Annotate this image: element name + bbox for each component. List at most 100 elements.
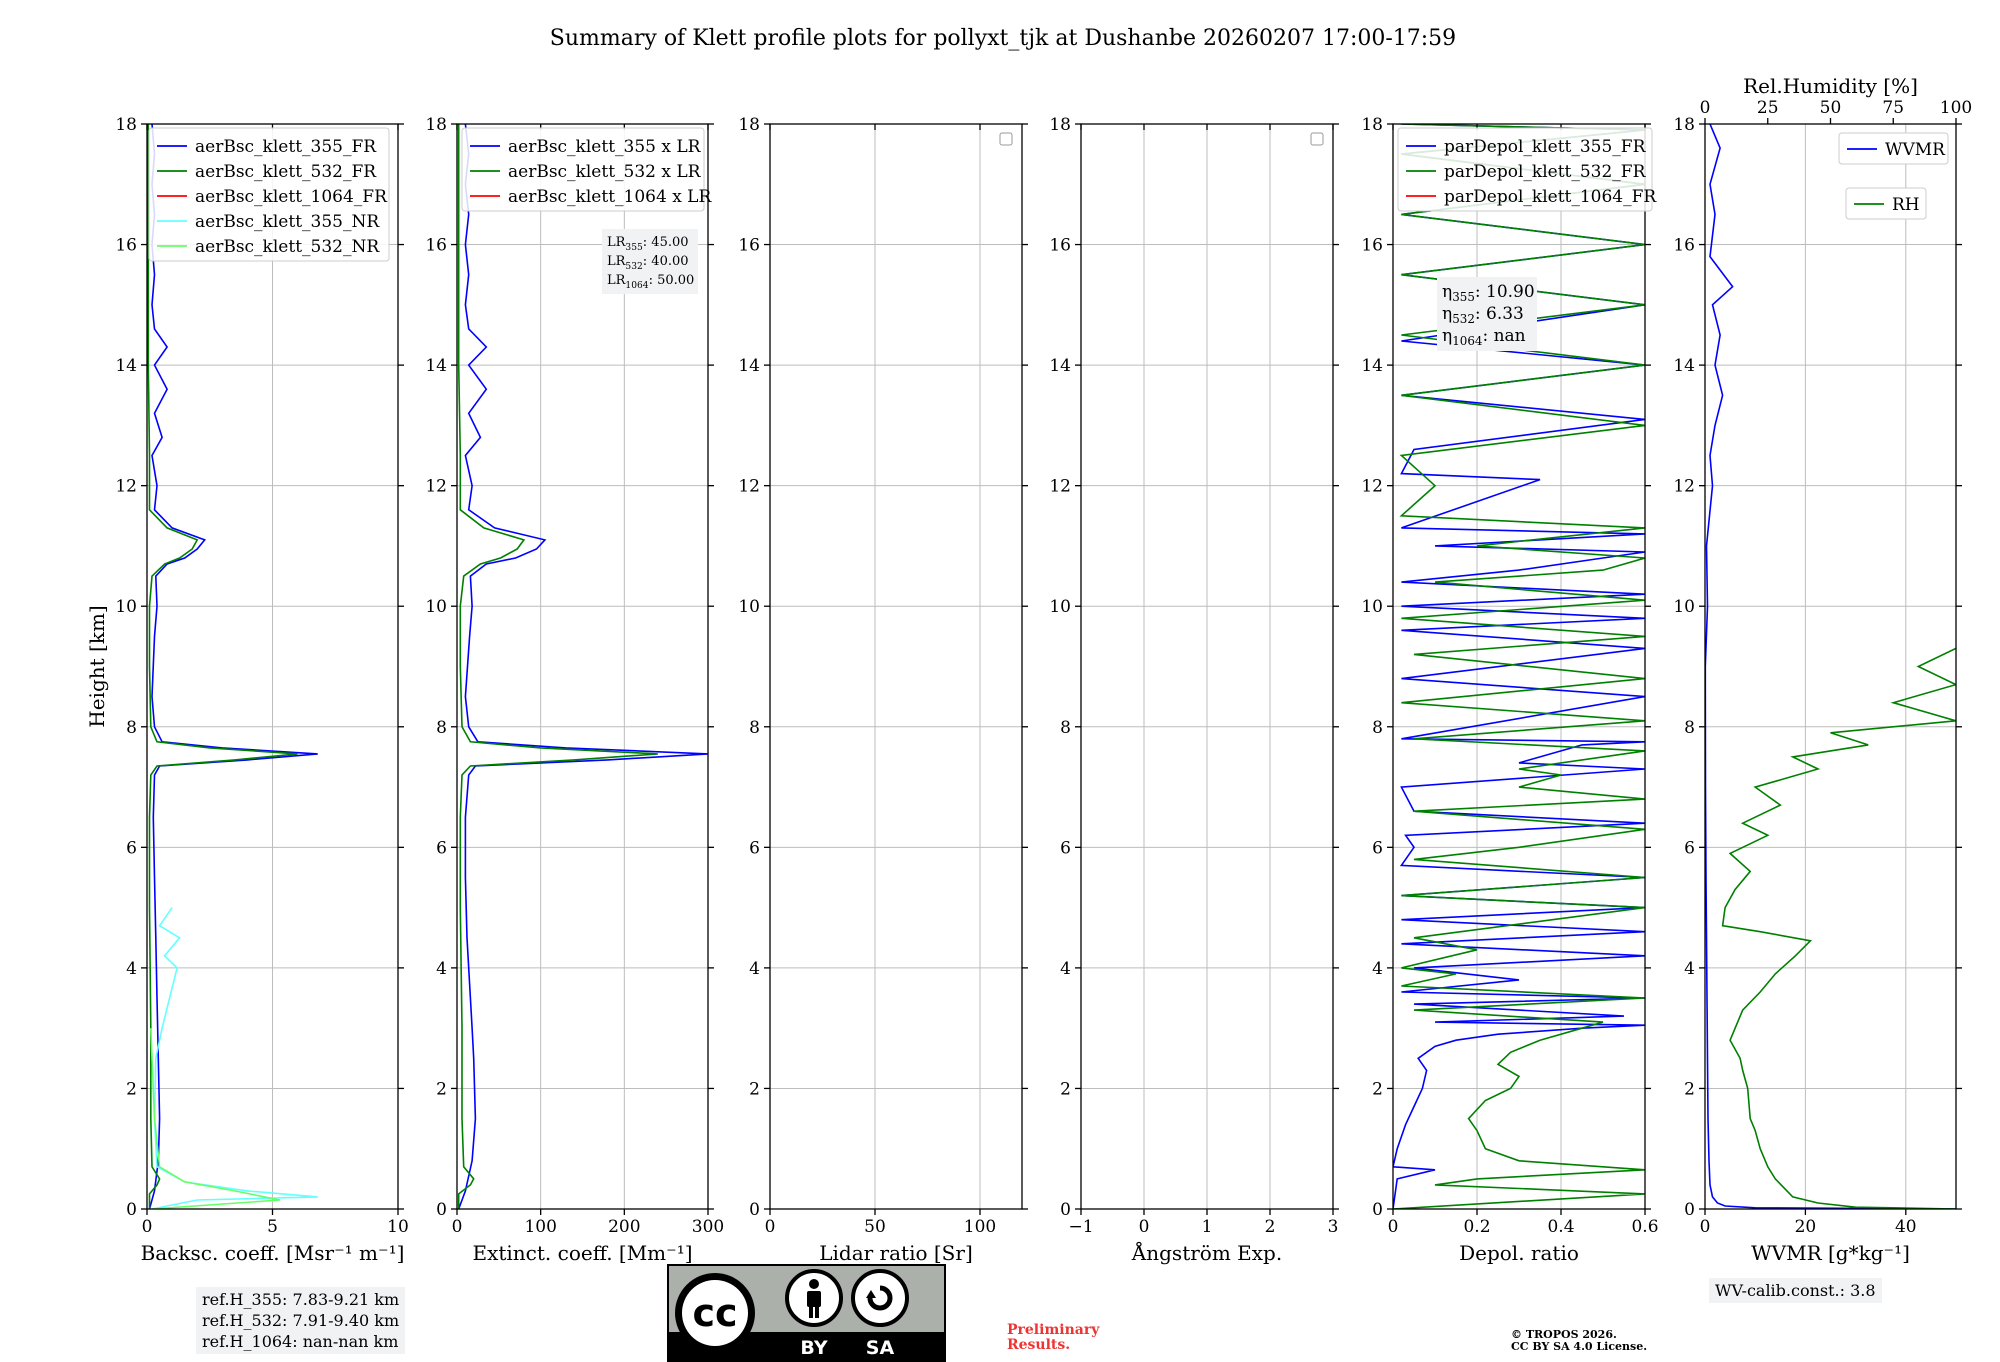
- annotation-subscript: 1064: [1452, 334, 1482, 348]
- y-tick-label: 18: [1673, 115, 1695, 135]
- y-tick-label: 12: [115, 477, 137, 497]
- top-x-axis-label: Rel.Humidity [%]: [1743, 74, 1918, 98]
- legend-label: aerBsc_klett_532_FR: [195, 162, 377, 182]
- series-line-parDepol_klett_355_FR: [1393, 124, 1645, 1209]
- wv-calib-box: WV-calib.const.: 3.8: [1709, 1278, 1882, 1303]
- y-tick-label: 4: [1060, 959, 1071, 979]
- legend-label: aerBsc_klett_355_NR: [195, 212, 380, 232]
- y-tick-label: 6: [1060, 838, 1071, 858]
- y-axis-label: Height [km]: [85, 605, 109, 727]
- y-tick-label: 0: [126, 1200, 137, 1220]
- copyright-note: © TROPOS 2026. CC BY SA 4.0 License.: [1511, 1329, 1647, 1353]
- legend-box: [1845, 187, 1927, 220]
- y-tick-label: 14: [738, 356, 760, 376]
- figure-title: Summary of Klett profile plots for polly…: [550, 26, 1456, 51]
- y-tick-label: 0: [436, 1200, 447, 1220]
- annotation-subscript: 1064: [625, 281, 648, 291]
- annotation-line: LR355: 45.00: [607, 235, 689, 253]
- y-tick-label: 14: [425, 356, 447, 376]
- annotation-box: [602, 229, 698, 294]
- y-tick-label: 8: [1684, 718, 1695, 738]
- y-tick-label: 10: [1673, 597, 1695, 617]
- y-tick-label: 16: [425, 236, 447, 256]
- y-tick-label: 2: [126, 1079, 137, 1099]
- x-axis-label: Lidar ratio [Sr]: [819, 1241, 973, 1265]
- y-tick-label: 18: [1361, 115, 1383, 135]
- legend-label: aerBsc_klett_355 x LR: [508, 137, 702, 157]
- y-tick-label: 2: [1372, 1079, 1383, 1099]
- series-line-aerBsc_klett_355_FR: [148, 124, 318, 1209]
- legend-label: aerBsc_klett_532 x LR: [508, 162, 702, 182]
- series-line-aerBsc_klett_532 x LR: [457, 124, 658, 1209]
- attribution-person-icon: [785, 1269, 843, 1327]
- ref-height-line: ref.H_355: 7.83-9.21 km: [202, 1290, 400, 1309]
- x-tick-label: 300: [692, 1217, 724, 1237]
- chart-panel-depol: 0 0.2 0.4 0.6 0 2 4 6 8 10 12 14 16 18 Depol. ratio par…: [1361, 115, 1658, 1265]
- series-line-RH: [1721, 647, 1956, 1209]
- annotation-symbol: η: [1442, 282, 1452, 302]
- copyright-line: © TROPOS 2026.: [1511, 1328, 1617, 1341]
- y-tick-label: 4: [1684, 959, 1695, 979]
- series-line-aerBsc_klett_355_NR: [151, 907, 318, 1209]
- annotation-symbol: LR: [607, 273, 627, 288]
- top-x-tick-label: 50: [1820, 98, 1842, 118]
- wv-calib-text: WV-calib.const.: 3.8: [1715, 1281, 1876, 1300]
- y-tick-label: 16: [1673, 236, 1695, 256]
- empty-legend-marker: [1310, 132, 1324, 146]
- x-tick-label: 0: [1700, 1217, 1711, 1237]
- legend-label: aerBsc_klett_1064_FR: [195, 187, 388, 207]
- chart-panel-lidar-ratio: 0 50 100 0 2 4 6 8 10 12 14 16 18 Lidar ratio [Sr]: [738, 115, 1028, 1265]
- x-tick-label: 0.2: [1463, 1217, 1490, 1237]
- axes-frame: [1392, 123, 1646, 1210]
- x-tick-label: 0: [765, 1217, 776, 1237]
- y-tick-label: 4: [126, 959, 137, 979]
- y-tick-label: 8: [126, 718, 137, 738]
- annotation-line: η532: 6.33: [1442, 304, 1524, 326]
- x-axis-label: Extinct. coeff. [Mm⁻¹]: [472, 1241, 692, 1265]
- y-tick-label: 10: [1049, 597, 1071, 617]
- annotation-subscript: 355: [625, 243, 643, 253]
- y-tick-label: 12: [1361, 477, 1383, 497]
- y-tick-label: 16: [1049, 236, 1071, 256]
- x-axis-label: Backsc. coeff. [Msr⁻¹ m⁻¹]: [141, 1241, 405, 1265]
- y-tick-label: 6: [1684, 838, 1695, 858]
- x-tick-label: 100: [964, 1217, 996, 1237]
- x-tick-label: 10: [387, 1217, 409, 1237]
- x-tick-label: 50: [864, 1217, 886, 1237]
- legend-label: aerBsc_klett_355_FR: [195, 137, 377, 157]
- annotation-symbol: LR: [607, 254, 627, 269]
- cc-by-sa-badge[interactable]: cc BY SA: [667, 1264, 946, 1362]
- series-line-aerBsc_klett_532_NR: [150, 1028, 281, 1209]
- x-tick-label: 2: [1265, 1217, 1276, 1237]
- cc-mark: cc: [692, 1291, 737, 1335]
- y-tick-label: 18: [115, 115, 137, 135]
- x-tick-label: 100: [524, 1217, 556, 1237]
- annotation-value: : 50.00: [649, 273, 695, 288]
- series-line-aerBsc_klett_355 x LR: [457, 124, 708, 1209]
- x-tick-label: 0: [452, 1217, 463, 1237]
- annotation-symbol: η: [1442, 326, 1452, 346]
- chart-panel-extinction: 0 100 200 300 0 2 4 6 8 10 12 14 16 18 Extinct. coeff.…: [425, 115, 724, 1265]
- copyright-line: CC BY SA 4.0 License.: [1511, 1340, 1648, 1353]
- annotation-value: : 6.33: [1475, 304, 1524, 324]
- axes-frame: [769, 123, 1023, 1210]
- x-tick-label: 40: [1895, 1217, 1917, 1237]
- legend-box: [461, 127, 705, 212]
- x-tick-label: 5: [267, 1217, 278, 1237]
- annotation-line: LR1064: 50.00: [607, 273, 694, 291]
- y-tick-label: 4: [1372, 959, 1383, 979]
- ref-height-line: ref.H_1064: nan-nan km: [202, 1332, 399, 1351]
- y-tick-label: 6: [749, 838, 760, 858]
- y-tick-label: 12: [1049, 477, 1071, 497]
- x-tick-label: 0.6: [1631, 1217, 1658, 1237]
- empty-legend-marker: [999, 132, 1013, 146]
- annotation-line: η355: 10.90: [1442, 282, 1535, 304]
- y-tick-label: 14: [115, 356, 137, 376]
- y-tick-label: 16: [1361, 236, 1383, 256]
- x-tick-label: −1: [1068, 1217, 1093, 1237]
- legend-label: parDepol_klett_1064_FR: [1444, 187, 1657, 207]
- y-tick-label: 14: [1049, 356, 1071, 376]
